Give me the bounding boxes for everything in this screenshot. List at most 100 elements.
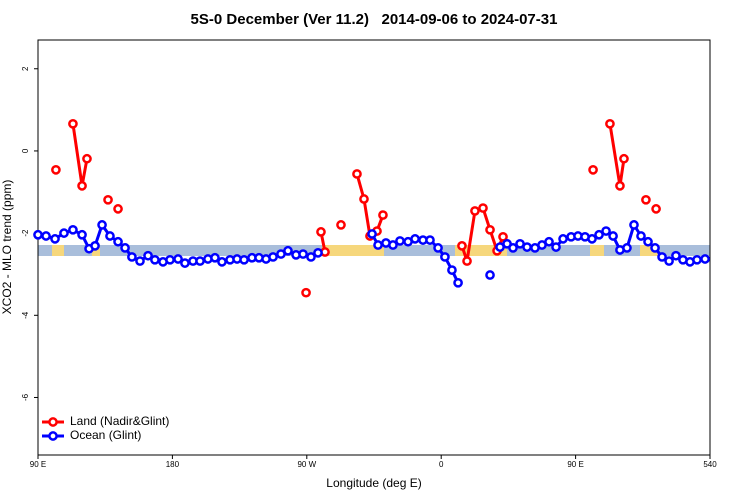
data-point [301,287,311,298]
data-point [378,210,388,220]
data-point [336,220,346,230]
data-point [619,153,629,164]
x-tick-label: 0 [439,460,444,469]
data-point [425,235,435,245]
data-point [551,242,561,252]
data-point [657,252,667,262]
data-point [470,206,480,216]
data-point [433,243,443,253]
data-point [588,164,598,175]
data-point [210,252,220,263]
chart-title: 5S-0 December (Ver 11.2) 2014-09-06 to 2… [191,11,558,28]
data-point [601,226,611,236]
data-point [462,256,472,266]
data-point [558,234,568,244]
data-point [692,254,702,265]
y-tick-label: -2 [21,229,30,237]
data-point [508,243,518,253]
data-point [306,252,316,262]
data-point [113,236,123,247]
data-point [120,243,130,253]
plot-frame [37,39,711,456]
y-tick-label: -4 [21,311,30,319]
land-patch [640,245,658,256]
data-point [217,257,227,267]
data-point [298,249,308,259]
data-point [77,229,87,240]
land-patch [52,245,64,256]
data-point [150,254,160,265]
data-point [629,220,639,230]
data-point [195,256,205,266]
x-axis-label: Longitude (deg E) [326,476,421,490]
land-patch [590,245,604,256]
data-point [700,254,710,264]
data-point [90,241,100,251]
data-point [367,229,377,239]
y-axis-label: XCO2 - MLO trend (ppm) [0,180,14,315]
data-point [587,234,597,244]
x-tick-label: 90 E [567,460,583,469]
y-tick-label: 0 [21,148,30,153]
data-point [395,236,405,246]
x-tick-label: 90 E [30,460,46,469]
data-point [180,258,190,268]
data-point [485,224,495,235]
data-point [671,250,681,261]
data-point [105,231,115,241]
data-point [103,194,113,205]
legend-label: Land (Nadir&Glint) [70,414,169,428]
x-tick-label: 540 [703,460,717,469]
data-point [41,231,51,241]
data-point [498,231,508,242]
data-point [51,164,61,175]
data-point [650,243,660,253]
data-point [651,204,661,214]
legend-marker [48,417,58,427]
y-tick-label: 2 [21,66,30,71]
data-point [622,243,632,253]
data-point [636,231,646,241]
y-tick-label: -6 [21,393,30,401]
data-point [478,203,488,213]
data-point [457,241,467,251]
data-point [316,227,326,237]
data-point [485,270,495,280]
data-point [113,204,123,214]
data-point [68,118,78,129]
land-patch [322,245,384,256]
data-point [283,245,293,256]
data-point [440,252,450,262]
land-patch [455,245,507,256]
data-point [522,242,532,252]
data-point [59,228,69,238]
data-point [165,254,175,265]
data-point [594,229,604,240]
data-point [664,256,674,266]
data-point [268,252,278,262]
data-point [608,231,618,241]
data-point [447,265,457,275]
data-point [643,236,653,247]
data-point [77,181,87,191]
data-point [33,229,43,240]
data-point [143,250,153,261]
data-point [453,277,463,288]
data-point [641,194,651,205]
data-point [605,118,615,129]
data-point [173,254,183,264]
data-point [410,234,420,244]
x-tick-label: 90 W [297,460,316,469]
data-point [82,153,92,164]
data-point [544,236,554,247]
data-point [50,234,60,244]
data-point [135,256,145,266]
data-point [313,247,323,258]
data-point [97,220,107,230]
data-point [352,169,362,179]
x-tick-label: 180 [166,460,180,469]
data-point [388,240,398,250]
data-point [127,252,137,262]
